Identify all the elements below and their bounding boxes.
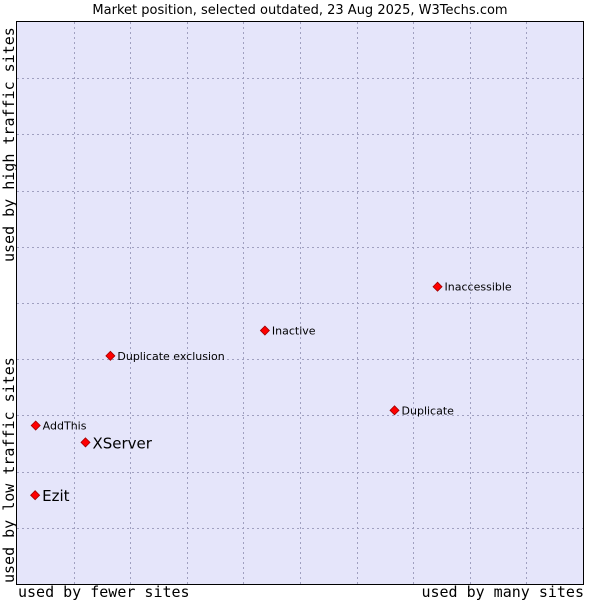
point-marker	[30, 490, 41, 501]
y-axis-label-high: used by high traffic sites	[0, 27, 18, 262]
plot-area: Inaccessible Inactive Duplicate exclusion D…	[16, 21, 584, 585]
x-axis-label-low: used by fewer sites	[18, 583, 190, 601]
point-label: Inaccessible	[445, 281, 512, 294]
point-marker	[259, 325, 270, 336]
point-label: Ezit	[42, 487, 70, 505]
point-marker	[389, 405, 400, 416]
data-point: Inaccessible	[432, 281, 512, 294]
data-point: AddThis	[30, 420, 87, 433]
point-label: AddThis	[43, 420, 87, 433]
data-point: Duplicate	[389, 404, 455, 417]
x-axis-label-high: used by many sites	[421, 583, 584, 601]
point-marker	[105, 350, 116, 361]
y-axis-label-low: used by low traffic sites	[0, 357, 18, 583]
point-label: XServer	[92, 434, 152, 452]
point-marker	[30, 420, 41, 431]
chart-title: Market position, selected outdated, 23 A…	[92, 3, 508, 18]
point-marker	[432, 281, 443, 292]
grid-lines	[17, 22, 583, 584]
data-point: XServer	[80, 434, 153, 452]
point-label: Duplicate	[402, 404, 455, 417]
point-label: Inactive	[272, 325, 316, 338]
scatter-chart: Inaccessible Inactive Duplicate exclusion D…	[17, 22, 583, 584]
data-point: Duplicate exclusion	[105, 350, 225, 363]
point-marker	[80, 437, 91, 448]
data-points: Inaccessible Inactive Duplicate exclusion D…	[30, 281, 512, 505]
data-point: Inactive	[259, 325, 316, 338]
point-label: Duplicate exclusion	[117, 350, 224, 363]
data-point: Ezit	[30, 487, 70, 505]
